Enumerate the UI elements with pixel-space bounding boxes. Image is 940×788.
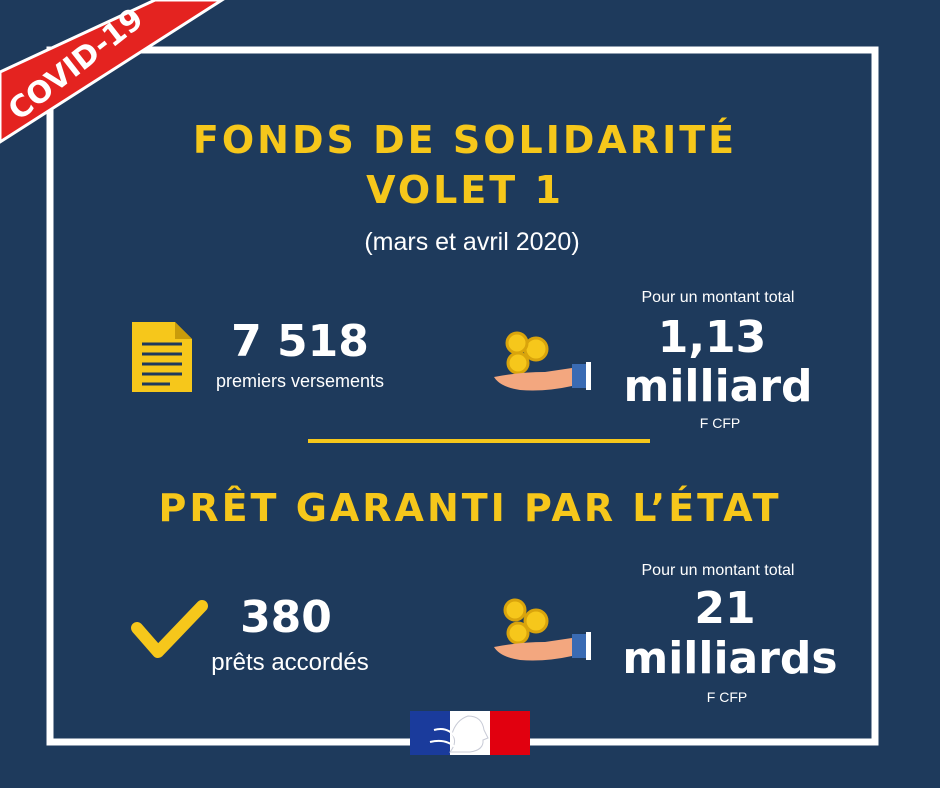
- covid-banner: [0, 0, 225, 144]
- fonds-amount-intro: Pour un montant total: [642, 289, 795, 306]
- coins-hand-icon: [494, 598, 591, 661]
- pge-count: 380: [240, 592, 332, 643]
- title-line2: VOLET 1: [366, 168, 564, 212]
- fonds-amount-unit: milliard: [623, 361, 812, 412]
- fonds-currency: F CFP: [700, 415, 740, 431]
- pge-amount-intro: Pour un montant total: [642, 562, 795, 579]
- pge-amount: 21: [694, 583, 755, 634]
- pge-title: PRÊT GARANTI PAR L’ÉTAT: [158, 486, 781, 530]
- fonds-count: 7 518: [231, 316, 369, 367]
- coins-hand-icon: [494, 331, 591, 391]
- pge-count-label: prêts accordés: [211, 649, 368, 676]
- fonds-amount: 1,13: [658, 312, 767, 363]
- period: (mars et avril 2020): [364, 228, 579, 256]
- pge-currency: F CFP: [707, 689, 747, 705]
- title-line1: FONDS DE SOLIDARITÉ: [193, 118, 737, 162]
- document-icon: [132, 322, 192, 392]
- fonds-count-label: premiers versements: [216, 371, 384, 391]
- republic-logo: [410, 711, 530, 755]
- pge-amount-unit: milliards: [622, 633, 837, 684]
- check-icon: [131, 600, 208, 658]
